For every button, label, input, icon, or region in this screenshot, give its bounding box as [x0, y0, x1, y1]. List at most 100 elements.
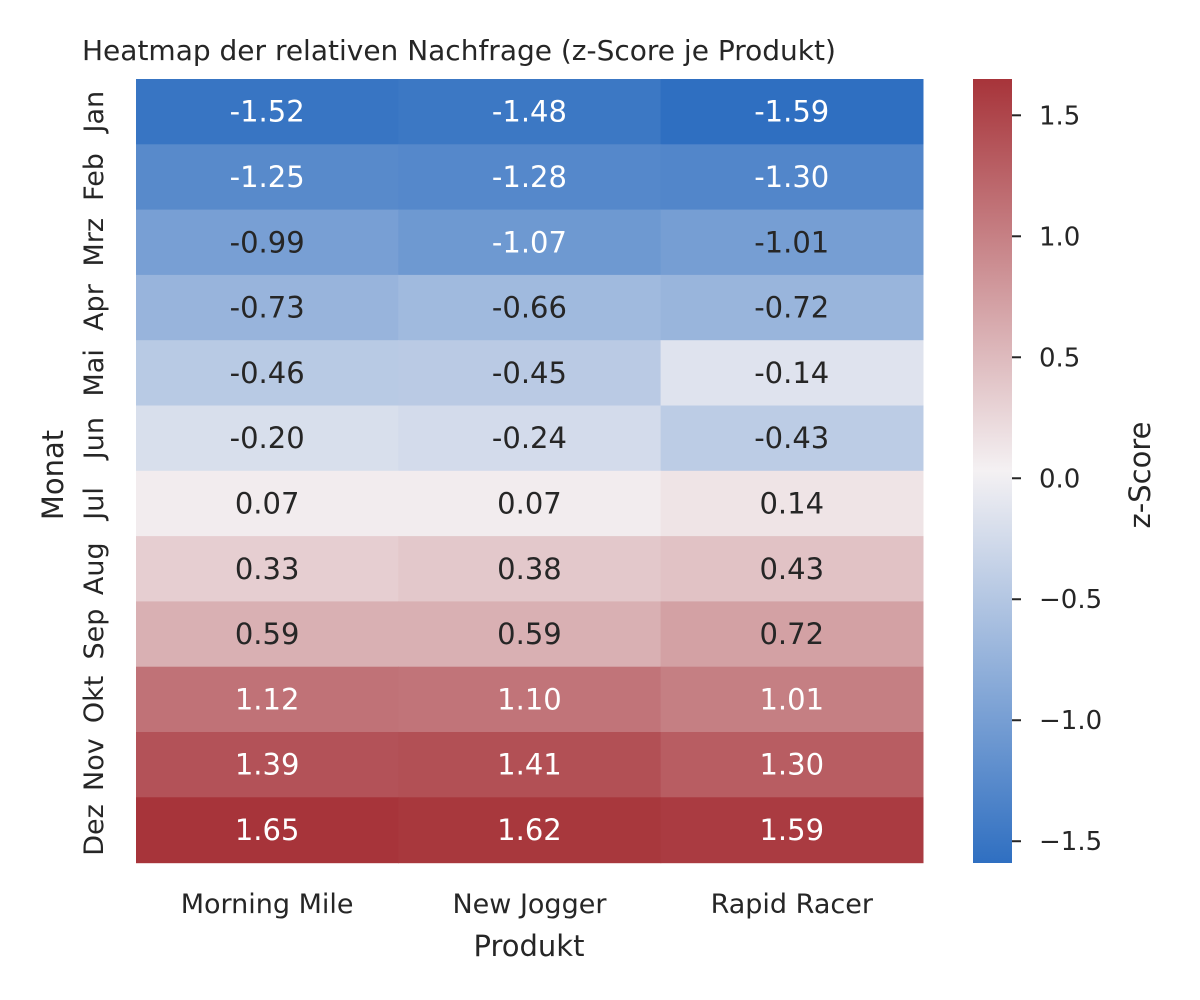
heatmap-cell — [660, 144, 924, 211]
y-tick-labels: Jan Feb Mrz Apr Mai Jun Jul Aug Sep Okt Nov Dez — [79, 91, 110, 856]
y-tick-label: Jan — [79, 91, 110, 135]
heatmap-cell — [660, 79, 924, 145]
colorbar-tick-label: 0.0 — [1039, 464, 1080, 494]
cell-value-label: 1.65 — [235, 813, 300, 847]
cell-value-label: 0.14 — [759, 486, 824, 520]
heatmap-cell — [136, 536, 399, 602]
heatmap-cell — [136, 797, 399, 864]
heatmap-cell — [136, 340, 399, 407]
x-tick-labels: Morning Mile New Jogger Rapid Racer — [181, 889, 874, 920]
cell-value-label: 0.33 — [235, 552, 300, 586]
cell-value-label: -0.14 — [754, 356, 829, 390]
colorbar-tick-label: 1.5 — [1039, 101, 1080, 131]
y-tick-label: Sep — [79, 609, 110, 660]
cell-value-label: 1.39 — [235, 748, 300, 782]
colorbar-tick-label: 0.5 — [1039, 343, 1080, 373]
colorbar-tick-label: −1.5 — [1039, 827, 1102, 857]
heatmap-cell — [398, 79, 662, 145]
cell-value-label: -0.73 — [230, 291, 305, 325]
cell-value-label: -0.66 — [492, 291, 567, 325]
heatmap-cell — [398, 144, 662, 211]
heatmap-cell — [136, 470, 399, 537]
heatmap-cell — [660, 470, 924, 537]
cell-value-label: -1.25 — [230, 160, 305, 194]
heatmap-cell — [136, 144, 399, 211]
heatmap-cell — [660, 666, 924, 733]
y-tick-label: Apr — [79, 283, 110, 331]
heatmap-cell — [660, 601, 924, 668]
heatmap-cell — [660, 274, 924, 341]
heatmap-cell — [398, 536, 662, 602]
heatmap-cell — [398, 601, 662, 668]
y-axis-label: Monat — [36, 430, 70, 520]
colorbar — [973, 79, 1012, 863]
y-tick-label: Jul — [79, 487, 110, 522]
heatmap-cell — [660, 797, 924, 864]
cell-value-label: -0.20 — [230, 421, 305, 455]
y-tick-label: Mai — [79, 349, 110, 396]
heatmap-cells — [136, 79, 924, 864]
cell-value-label: 1.01 — [759, 682, 824, 716]
heatmap-cell — [136, 732, 399, 798]
y-tick-label: Nov — [79, 738, 110, 791]
x-tick-label: New Jogger — [452, 889, 607, 920]
y-tick-label: Okt — [79, 676, 110, 723]
heatmap-cell — [398, 732, 662, 798]
cell-value-label: 0.07 — [497, 486, 562, 520]
heatmap-cell — [136, 601, 399, 668]
cell-value-label: 1.41 — [497, 748, 562, 782]
heatmap-cell — [398, 274, 662, 341]
cell-value-label: -1.07 — [492, 225, 567, 259]
cell-value-label: 1.30 — [759, 748, 824, 782]
cell-value-label: 1.59 — [759, 813, 824, 847]
heatmap-cell — [398, 209, 662, 276]
x-axis-label: Produkt — [474, 929, 585, 963]
cell-value-label: 1.10 — [497, 682, 562, 716]
heatmap-cell — [660, 340, 924, 407]
heatmap-cell — [398, 470, 662, 537]
heatmap-cell — [398, 340, 662, 407]
y-tick-label: Feb — [79, 153, 110, 201]
x-tick-label: Morning Mile — [181, 889, 354, 920]
heatmap-cell — [660, 209, 924, 276]
cell-value-label: 0.72 — [759, 617, 824, 651]
cell-value-label: 1.62 — [497, 813, 562, 847]
cell-value-label: 1.12 — [235, 682, 300, 716]
heatmap-cell — [660, 405, 924, 472]
cell-value-label: -1.52 — [230, 95, 305, 129]
cell-value-label: -1.48 — [492, 95, 567, 129]
cell-value-label: -0.46 — [230, 356, 305, 390]
heatmap-cell — [136, 209, 399, 276]
heatmap-cell — [136, 274, 399, 341]
cell-value-label: -0.99 — [230, 225, 305, 259]
cell-value-label: -0.43 — [754, 421, 829, 455]
x-tick-label: Rapid Racer — [711, 889, 874, 920]
cell-value-label: 0.59 — [235, 617, 300, 651]
y-tick-label: Mrz — [79, 218, 110, 267]
cell-value-label: -0.72 — [754, 291, 829, 325]
cell-value-label: -1.28 — [492, 160, 567, 194]
colorbar-tick-label: 1.0 — [1039, 222, 1080, 252]
heatmap-cell — [136, 79, 399, 145]
colorbar-label: z-Score — [1123, 422, 1157, 529]
cell-value-label: -1.01 — [754, 225, 829, 259]
cell-value-label: 0.59 — [497, 617, 562, 651]
heatmap-cell — [660, 536, 924, 602]
heatmap-cell — [398, 405, 662, 472]
cell-value-label: -0.24 — [492, 421, 567, 455]
cell-value-label: -1.59 — [754, 95, 829, 129]
cell-value-label: -1.30 — [754, 160, 829, 194]
cell-value-label: 0.43 — [759, 552, 824, 586]
heatmap-cell-labels: -1.52 -1.48 -1.59 -1.25 -1.28 -1.30 -0.99 -1.07… — [230, 95, 830, 847]
colorbar-tick-label: −0.5 — [1039, 585, 1102, 615]
heatmap-cell — [136, 405, 399, 472]
heatmap-cell — [660, 732, 924, 798]
cell-value-label: 0.07 — [235, 486, 300, 520]
heatmap-cell — [136, 666, 399, 733]
cell-value-label: -0.45 — [492, 356, 567, 390]
heatmap-cell — [398, 666, 662, 733]
cell-value-label: 0.38 — [497, 552, 562, 586]
heatmap-cell — [398, 797, 662, 864]
y-tick-label: Dez — [79, 804, 110, 856]
